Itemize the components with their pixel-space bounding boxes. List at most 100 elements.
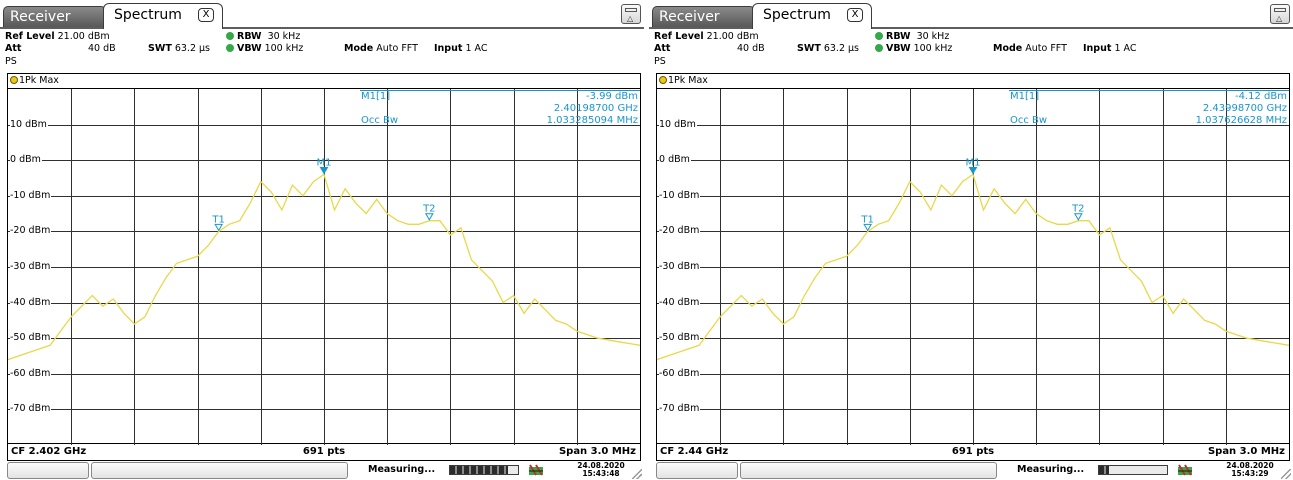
tab-receiver[interactable]: Receiver bbox=[652, 6, 755, 28]
y-axis-tick-label: 10 dBm bbox=[659, 118, 697, 130]
y-axis-tick-label: -10 dBm bbox=[10, 189, 52, 201]
marker-table-m1-level: -3.99 dBm bbox=[585, 91, 638, 102]
status-field[interactable] bbox=[7, 462, 89, 479]
divider bbox=[649, 27, 1293, 29]
diagram-footer: CF 2.402 GHz 691 pts Span 3.0 MHz bbox=[8, 444, 640, 460]
ref-level[interactable]: Ref Level 21.00 dBm bbox=[654, 31, 759, 42]
multiview-button[interactable]: △ bbox=[621, 4, 641, 24]
y-axis-tick-label: -50 dBm bbox=[659, 332, 701, 344]
marker-table-occbw-label: Occ Bw bbox=[1010, 115, 1048, 126]
att-label: Att bbox=[5, 43, 22, 54]
plot-area[interactable]: M1 T1 T2 10 dBm 0 dBm -10 dBm -20 dBm -30 dBm -… bbox=[656, 88, 1290, 445]
marker-table-m1-level: -4.12 dBm bbox=[1234, 91, 1287, 102]
grid bbox=[8, 89, 640, 445]
measuring-status: Measuring... bbox=[1017, 464, 1085, 475]
date: 24.08.2020 bbox=[577, 461, 625, 470]
y-axis-tick-label: -20 dBm bbox=[10, 225, 52, 237]
marker-table-occbw-label: Occ Bw bbox=[361, 115, 399, 126]
marker-triangle-icon bbox=[863, 223, 873, 232]
marker-label: T1 bbox=[860, 214, 873, 225]
close-tab-button[interactable]: X bbox=[198, 8, 214, 22]
marker-m1[interactable]: M1 bbox=[317, 157, 332, 175]
tab-bar: Receiver Spectrum X △ bbox=[649, 0, 1293, 29]
measuring-status: Measuring... bbox=[368, 464, 436, 475]
date: 24.08.2020 bbox=[1226, 461, 1274, 470]
y-axis-tick-label: -70 dBm bbox=[659, 403, 701, 415]
rbw[interactable]: RBW 30 kHz bbox=[875, 31, 949, 42]
measurement-settings: Ref Level 21.00 dBm Att 40 dB PS SWT 63.… bbox=[649, 29, 1293, 73]
marker-table-m1-frequency: 2.40198700 GHz bbox=[553, 103, 638, 114]
time: 15:43:48 bbox=[582, 469, 620, 478]
mode[interactable]: Mode Auto FFT bbox=[993, 43, 1067, 54]
triangle-icon: △ bbox=[1276, 14, 1283, 23]
marker-label: T2 bbox=[1071, 204, 1084, 215]
vbw[interactable]: VBW 100 kHz bbox=[226, 43, 303, 54]
trace-label: 1Pk Max bbox=[657, 74, 708, 88]
marker-t2[interactable]: T2 bbox=[422, 204, 436, 221]
marker-t1[interactable]: T1 bbox=[211, 214, 225, 232]
network-status-icon[interactable] bbox=[527, 463, 545, 477]
trace-line bbox=[7, 173, 641, 361]
divider bbox=[0, 27, 644, 29]
tab-bar: Receiver Spectrum X △ bbox=[0, 0, 644, 29]
input[interactable]: Input 1 AC bbox=[434, 43, 488, 54]
spectrum-plot: M1 T1 T2 bbox=[7, 89, 641, 445]
tab-receiver[interactable]: Receiver bbox=[3, 6, 106, 28]
tab-spectrum[interactable]: Spectrum X bbox=[103, 3, 223, 29]
triangle-icon: △ bbox=[627, 14, 634, 23]
network-status-icon[interactable] bbox=[1176, 463, 1194, 477]
marker-t2[interactable]: T2 bbox=[1071, 204, 1085, 221]
multiview-button[interactable]: △ bbox=[1270, 4, 1290, 24]
rbw[interactable]: RBW 30 kHz bbox=[226, 31, 300, 42]
ps-indicator: PS bbox=[5, 56, 17, 67]
swt[interactable]: SWT 63.2 µs bbox=[797, 43, 860, 54]
y-axis-tick-label: -10 dBm bbox=[659, 189, 701, 201]
date-time: 24.08.2020 15:43:29 bbox=[1222, 462, 1278, 478]
vbw[interactable]: VBW 100 kHz bbox=[875, 43, 952, 54]
ref-level[interactable]: Ref Level 21.00 dBm bbox=[5, 31, 110, 42]
center-frequency[interactable]: CF 2.44 GHz bbox=[660, 446, 729, 457]
marker-label: M1 bbox=[966, 157, 981, 168]
status-message-field[interactable] bbox=[740, 462, 997, 479]
y-axis-tick-label: 10 dBm bbox=[10, 118, 48, 130]
tab-spectrum[interactable]: Spectrum X bbox=[752, 3, 872, 29]
status-field[interactable] bbox=[656, 462, 738, 479]
resize-grip-icon[interactable] bbox=[1281, 469, 1291, 479]
window-icon bbox=[625, 8, 637, 12]
frequency-span[interactable]: Span 3.0 MHz bbox=[1207, 446, 1285, 457]
sweep-progress-bar bbox=[1098, 465, 1168, 475]
ps-indicator: PS bbox=[654, 56, 666, 67]
plot-area[interactable]: M1 T1 T2 10 dBm 0 dBm -10 dBm -20 dBm -30 dBm -… bbox=[7, 88, 641, 445]
frequency-span[interactable]: Span 3.0 MHz bbox=[558, 446, 636, 457]
att-value[interactable]: 40 dB bbox=[737, 43, 765, 54]
swt[interactable]: SWT 63.2 µs bbox=[148, 43, 211, 54]
spectrum-diagram[interactable]: 1Pk Max M1 T1 T2 10 dBm 0 dBm -10 dBm -20 dBm… bbox=[656, 73, 1290, 461]
marker-label: T2 bbox=[422, 204, 435, 215]
marker-triangle-icon bbox=[1073, 213, 1083, 221]
att-value[interactable]: 40 dB bbox=[88, 43, 116, 54]
marker-table-divider bbox=[360, 90, 640, 91]
mode[interactable]: Mode Auto FFT bbox=[344, 43, 418, 54]
grid bbox=[657, 89, 1289, 445]
marker-t1[interactable]: T1 bbox=[860, 214, 874, 232]
close-tab-button[interactable]: X bbox=[847, 8, 863, 22]
tab-receiver-label: Receiver bbox=[10, 9, 71, 25]
y-axis-tick-label: 0 dBm bbox=[659, 154, 691, 166]
resize-grip-icon[interactable] bbox=[632, 469, 642, 479]
input[interactable]: Input 1 AC bbox=[1083, 43, 1137, 54]
center-frequency[interactable]: CF 2.402 GHz bbox=[11, 446, 87, 457]
y-axis-tick-label: -60 dBm bbox=[659, 367, 701, 379]
marker-table-m1-frequency: 2.43998700 GHz bbox=[1202, 103, 1287, 114]
coupled-indicator-icon bbox=[875, 44, 883, 52]
sweep-points: 691 pts bbox=[302, 446, 346, 457]
marker-m1[interactable]: M1 bbox=[966, 157, 981, 175]
status-message-field[interactable] bbox=[91, 462, 348, 479]
trace-line bbox=[656, 173, 1290, 361]
spectrum-window-left: Receiver Spectrum X △ Ref Level 21.00 dB… bbox=[0, 0, 644, 480]
y-axis-tick-label: 0 dBm bbox=[10, 154, 42, 166]
spectrum-diagram[interactable]: 1Pk Max M1 T1 T2 10 dBm 0 dBm -10 dBm -20 dBm… bbox=[7, 73, 641, 461]
progress-fill bbox=[1099, 466, 1110, 474]
tab-receiver-label: Receiver bbox=[659, 9, 720, 25]
trace-label: 1Pk Max bbox=[8, 74, 59, 88]
y-axis-tick-label: -40 dBm bbox=[10, 296, 52, 308]
